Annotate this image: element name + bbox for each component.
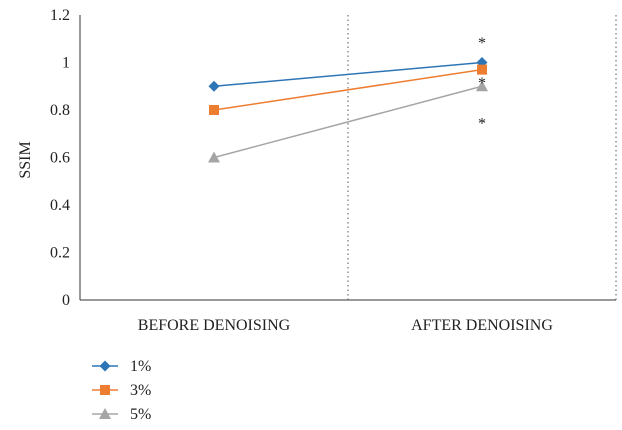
data-point-marker (208, 151, 220, 163)
series-line (213, 85, 483, 159)
legend-item: 3% (92, 382, 151, 399)
y-tick-label: 1 (62, 55, 70, 72)
category-label: BEFORE DENOISING (138, 317, 291, 334)
chart-axes (79, 15, 617, 301)
legend: 1% 3% 5% (92, 358, 151, 423)
legend-swatch-marker (99, 408, 111, 419)
significance-marker: * (478, 35, 486, 52)
significance-marker: * (478, 75, 486, 92)
series-3pct (209, 64, 487, 115)
legend-swatch-marker (100, 385, 110, 395)
legend-label: 5% (130, 406, 151, 423)
y-tick-label: 0.4 (50, 197, 70, 214)
legend-label: 3% (130, 382, 151, 399)
series-group (208, 57, 488, 163)
data-point-marker (476, 80, 488, 92)
data-point-marker (209, 105, 219, 115)
legend-item: 5% (92, 406, 151, 423)
category-label: AFTER DENOISING (411, 317, 553, 334)
data-point-marker (477, 64, 487, 75)
y-tick-label: 0.6 (50, 150, 70, 167)
series-line (213, 68, 483, 111)
category-labels: BEFORE DENOISING AFTER DENOISING (138, 317, 554, 334)
legend-item: 1% (92, 358, 151, 375)
legend-label: 1% (130, 358, 151, 375)
data-point-marker (208, 80, 220, 92)
y-axis-label: SSIM (17, 141, 34, 178)
y-tick-labels: 0 0.2 0.4 0.6 0.8 1 1.2 (50, 7, 70, 309)
y-tick-label: 1.2 (50, 7, 70, 24)
y-tick-label: 0.8 (50, 102, 70, 119)
series-5pct (208, 80, 488, 163)
significance-marker: * (478, 116, 486, 133)
y-tick-label: 0.2 (50, 245, 70, 262)
legend-swatch-marker (99, 360, 111, 372)
y-tick-label: 0 (62, 292, 70, 309)
series-line (213, 61, 483, 87)
annotations: * * * (478, 35, 486, 133)
